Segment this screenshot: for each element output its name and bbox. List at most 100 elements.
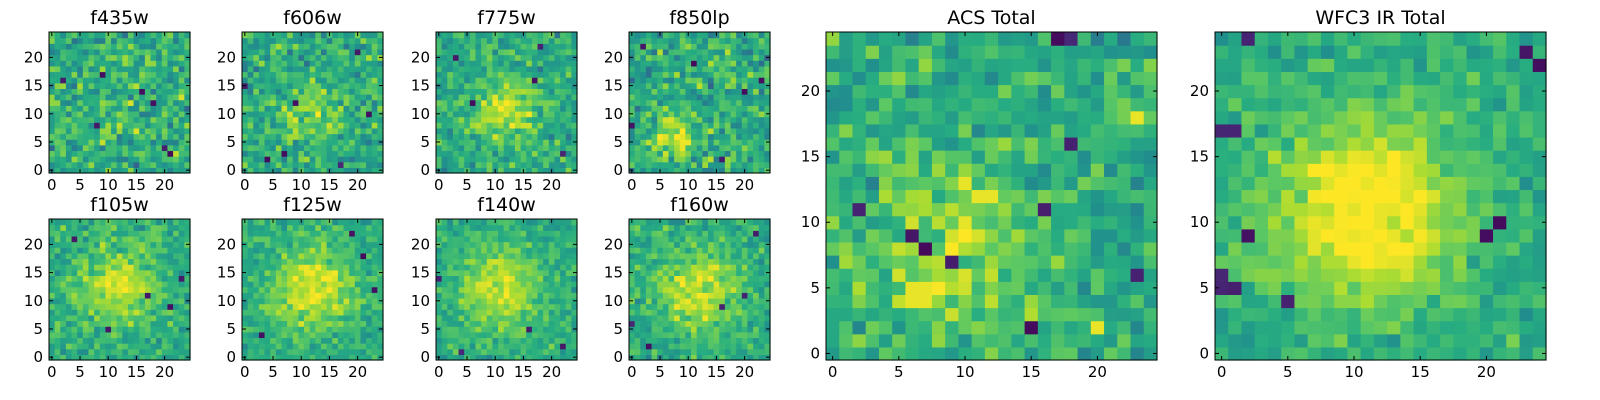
heatmap-cell <box>309 264 316 271</box>
heatmap-cell <box>736 144 743 152</box>
heatmap-cell <box>685 48 692 56</box>
heatmap-cell <box>105 224 112 231</box>
heatmap-cell <box>82 37 90 44</box>
heatmap-cell <box>662 71 670 78</box>
heatmap-cell <box>116 354 123 361</box>
heatmap-cell <box>366 150 373 157</box>
heatmap-cell <box>713 331 720 339</box>
heatmap-cell <box>111 116 118 123</box>
heatmap-cell <box>531 252 539 260</box>
heatmap-cell <box>565 281 572 288</box>
heatmap-cell <box>54 161 61 168</box>
heatmap-cell <box>764 77 771 84</box>
heatmap-cell <box>65 326 73 333</box>
heatmap-cell <box>377 235 384 243</box>
heatmap-cell <box>509 32 516 39</box>
heatmap-cell <box>298 88 305 95</box>
heatmap-cell <box>326 139 333 146</box>
heatmap-cell <box>99 281 106 288</box>
heatmap-cell <box>94 43 101 50</box>
heatmap-cell <box>458 167 465 174</box>
heatmap-cell <box>105 139 112 146</box>
heatmap-cell <box>758 48 765 56</box>
heatmap-cell <box>758 105 765 112</box>
heatmap-cell <box>122 286 129 293</box>
heatmap-cell <box>447 337 454 344</box>
heatmap-cell <box>88 326 95 333</box>
heatmap-cell <box>253 150 260 157</box>
heatmap-cell <box>366 94 373 101</box>
heatmap-cell <box>741 150 749 157</box>
heatmap-cell <box>526 156 533 163</box>
heatmap-cell <box>105 94 112 101</box>
heatmap-cell <box>441 43 448 50</box>
heatmap-cell <box>571 348 578 355</box>
heatmap-cell <box>94 252 101 260</box>
heatmap-cell <box>65 71 73 78</box>
heatmap-cell <box>520 337 527 344</box>
heatmap-cell <box>133 241 140 248</box>
heatmap-cell <box>111 230 118 237</box>
heatmap-cell <box>674 43 681 50</box>
heatmap-cell <box>173 247 180 254</box>
heatmap-cell <box>127 224 135 231</box>
heatmap-cell <box>281 269 288 276</box>
heatmap-cell <box>674 303 681 310</box>
heatmap-cell <box>565 286 572 293</box>
heatmap-cell <box>298 77 305 84</box>
heatmap-cell <box>247 150 254 157</box>
heatmap-cell <box>679 297 686 305</box>
heatmap-cell <box>242 99 249 106</box>
heatmap-cell <box>741 292 749 299</box>
heatmap-cell <box>292 122 299 129</box>
heatmap-cell <box>481 224 488 231</box>
heatmap-cell <box>464 252 471 260</box>
heatmap-cell <box>178 264 185 271</box>
heatmap-cell <box>509 252 516 260</box>
heatmap-cell <box>281 139 288 146</box>
heatmap-cell <box>475 247 482 254</box>
heatmap-cell <box>161 241 169 248</box>
heatmap-cell <box>526 303 533 310</box>
heatmap-cell <box>184 133 191 140</box>
heatmap-cell <box>88 281 95 288</box>
heatmap-cell <box>150 281 157 288</box>
heatmap-cell <box>452 348 460 355</box>
heatmap-cell <box>736 286 743 293</box>
heatmap-cell <box>747 320 754 327</box>
heatmap-cell <box>309 292 316 299</box>
heatmap-cell <box>184 235 191 243</box>
heatmap-cell <box>139 32 146 39</box>
panel-title: f105w <box>90 194 149 216</box>
heatmap-cell <box>320 105 328 112</box>
heatmap-cell <box>758 94 765 101</box>
heatmap-cell <box>178 156 185 163</box>
heatmap-cell <box>503 320 510 327</box>
heatmap-cell <box>337 320 345 327</box>
heatmap-cell <box>366 105 373 112</box>
heatmap-cell <box>509 258 516 265</box>
heatmap-cell <box>173 235 180 243</box>
heatmap-cell <box>298 309 305 316</box>
heatmap-cell <box>65 150 73 157</box>
heatmap-cell <box>741 144 749 152</box>
heatmap-cell <box>242 331 249 339</box>
heatmap-cell <box>337 60 345 67</box>
heatmap-cell <box>707 167 715 174</box>
heatmap-cell <box>707 303 715 310</box>
heatmap-cell <box>178 65 185 73</box>
heatmap-cell <box>509 82 516 89</box>
heatmap-cell <box>509 99 516 106</box>
heatmap-cell <box>161 286 169 293</box>
heatmap-cell <box>651 116 658 123</box>
heatmap-cell <box>77 82 84 89</box>
heatmap-cell <box>498 105 505 112</box>
heatmap-cell <box>662 32 670 39</box>
heatmap-cell <box>349 354 356 361</box>
heatmap-cell <box>464 292 471 299</box>
heatmap-cell <box>337 65 345 73</box>
heatmap-cell <box>82 230 90 237</box>
heatmap-cell <box>88 116 95 123</box>
heatmap-cell <box>292 99 299 106</box>
heatmap-cell <box>349 144 356 152</box>
